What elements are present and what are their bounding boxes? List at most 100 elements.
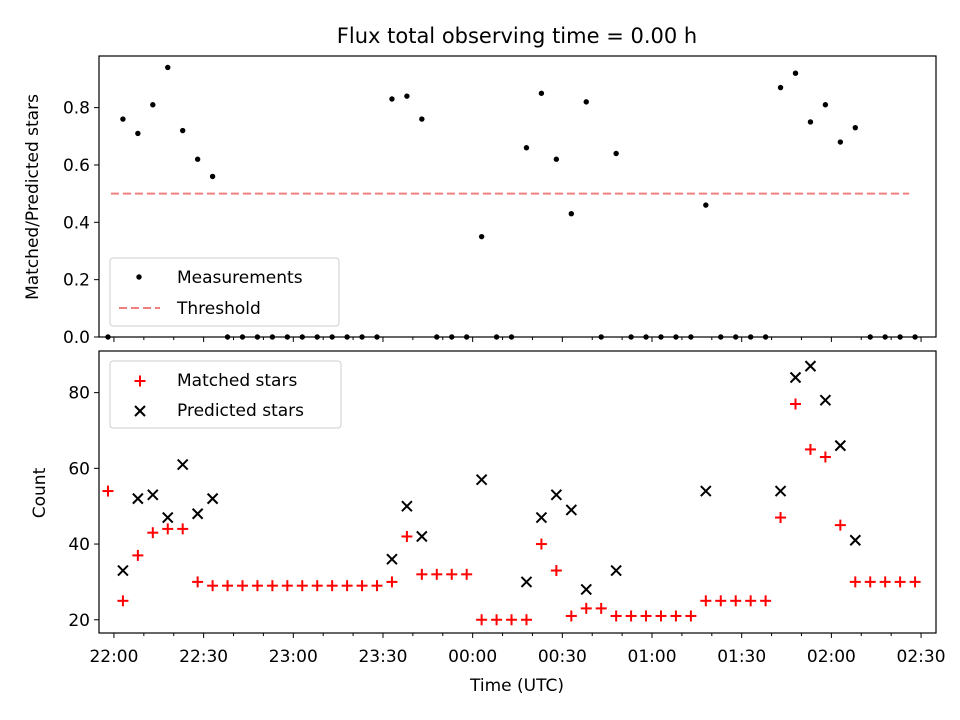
x-tick-label: 23:00 [269, 647, 318, 667]
predicted-star-point [520, 576, 533, 588]
matched-star-point [625, 610, 637, 622]
matched-star-point [819, 451, 831, 463]
top-panel: 0.0 0.2 0.4 0.6 0.8 Matched/Predicted stars [23, 55, 937, 348]
predicted-star-point [416, 530, 428, 543]
matched-star-point [909, 576, 921, 588]
measurement-point [344, 334, 350, 340]
predicted-star-point [535, 511, 548, 524]
measurement-point [837, 139, 844, 145]
matched-star-point [461, 568, 473, 580]
top-y-tick-label: 0.0 [63, 328, 90, 348]
matched-star-point [834, 519, 846, 531]
legend-label-predicted: Predicted stars [177, 401, 304, 421]
measurement-point [822, 102, 829, 108]
x-axis-label: Time (UTC) [469, 676, 564, 696]
measurement-point [762, 334, 769, 340]
predicted-star-point [804, 360, 817, 372]
matched-star-point [595, 602, 607, 614]
predicted-star-point [610, 564, 622, 577]
matched-star-point [207, 580, 219, 592]
measurement-point [478, 233, 485, 240]
predicted-star-point [849, 534, 861, 546]
top-y-tick-label: 0.4 [63, 213, 90, 233]
bottom-y-tick-label: 20 [68, 611, 90, 631]
bottom-legend-box [109, 360, 342, 429]
measurement-point [209, 173, 216, 180]
legend-label-measurements: Measurements [177, 268, 303, 288]
matched-star-point [476, 614, 488, 626]
measurement-point [897, 334, 903, 340]
matched-star-point [326, 580, 338, 592]
chart-title: Flux total observing time = 0.00 h [337, 24, 697, 48]
predicted-star-point [176, 458, 189, 471]
legend-label-matched: Matched stars [177, 371, 297, 391]
matched-star-point [790, 398, 802, 410]
measurement-point [583, 99, 589, 105]
predicted-star-point [206, 492, 219, 505]
measurement-point [359, 334, 365, 340]
bottom-plot-area [98, 350, 937, 634]
measurement-point [165, 64, 171, 71]
measurement-point [598, 334, 604, 340]
bottom-legend: Matched stars Predicted stars [109, 360, 342, 429]
measurement-point [135, 130, 141, 137]
legend-label-threshold: Threshold [176, 299, 261, 319]
measurement-point [703, 202, 709, 208]
measurement-point [508, 334, 515, 340]
matched-star-point [251, 580, 263, 592]
matched-star-point [431, 568, 443, 580]
predicted-star-point [789, 371, 802, 384]
matched-star-point [520, 614, 532, 626]
x-tick-label: 02:00 [807, 647, 856, 667]
predicted-star-point [819, 394, 832, 406]
measurement-point [374, 334, 380, 340]
measurement-point [404, 93, 410, 99]
measurement-point [613, 150, 619, 157]
predicted-star-point [700, 485, 712, 497]
matched-star-point [804, 443, 816, 455]
matched-star-point [147, 527, 159, 539]
measurement-point [449, 334, 455, 340]
x-tick-label: 00:00 [448, 647, 497, 667]
measurement-point [120, 116, 126, 122]
measurement-point [718, 334, 724, 340]
predicted-star-point [550, 489, 563, 501]
x-tick-label: 23:30 [358, 647, 407, 667]
measurement-point [523, 145, 530, 151]
legend-marker-predicted [134, 405, 146, 417]
x-tick-label: 22:00 [89, 647, 138, 667]
matched-star-point [849, 576, 861, 588]
bottom-panel: 20 40 60 80 22:00 22:30 23:00 23:30 00:00 00:30 01… [30, 350, 946, 696]
top-legend-box [109, 257, 340, 327]
measurement-point [553, 156, 560, 162]
predicted-star-point [191, 508, 204, 520]
matched-star-point [745, 595, 757, 607]
measurement-point [150, 102, 156, 108]
measurement-point [912, 334, 918, 340]
predicted-star-point [401, 500, 413, 512]
measurement-point [239, 334, 246, 340]
matched-star-point [760, 595, 772, 607]
matched-star-point [386, 576, 398, 588]
matched-star-point [222, 580, 234, 592]
top-plot-area [98, 55, 937, 338]
predicted-star-point [580, 583, 592, 596]
matched-star-point [565, 610, 577, 622]
matched-star-point [281, 580, 293, 592]
predicted-star-point [834, 439, 847, 452]
predicted-star-point [386, 553, 398, 565]
measurement-point [269, 334, 276, 340]
measurement-point [628, 334, 634, 340]
matched-star-point [356, 580, 368, 592]
measurement-point [673, 334, 679, 340]
measurement-point [194, 156, 201, 162]
matched-star-point [775, 512, 787, 524]
matched-star-point [162, 523, 174, 535]
bottom-y-axis-label: Count [30, 467, 50, 518]
measurement-point [224, 334, 231, 340]
x-tick-label: 01:30 [717, 647, 766, 667]
measurement-point [329, 334, 335, 340]
top-y-tick-label: 0.6 [63, 156, 90, 176]
matched-star-point [655, 610, 667, 622]
matched-star-point [894, 576, 906, 588]
